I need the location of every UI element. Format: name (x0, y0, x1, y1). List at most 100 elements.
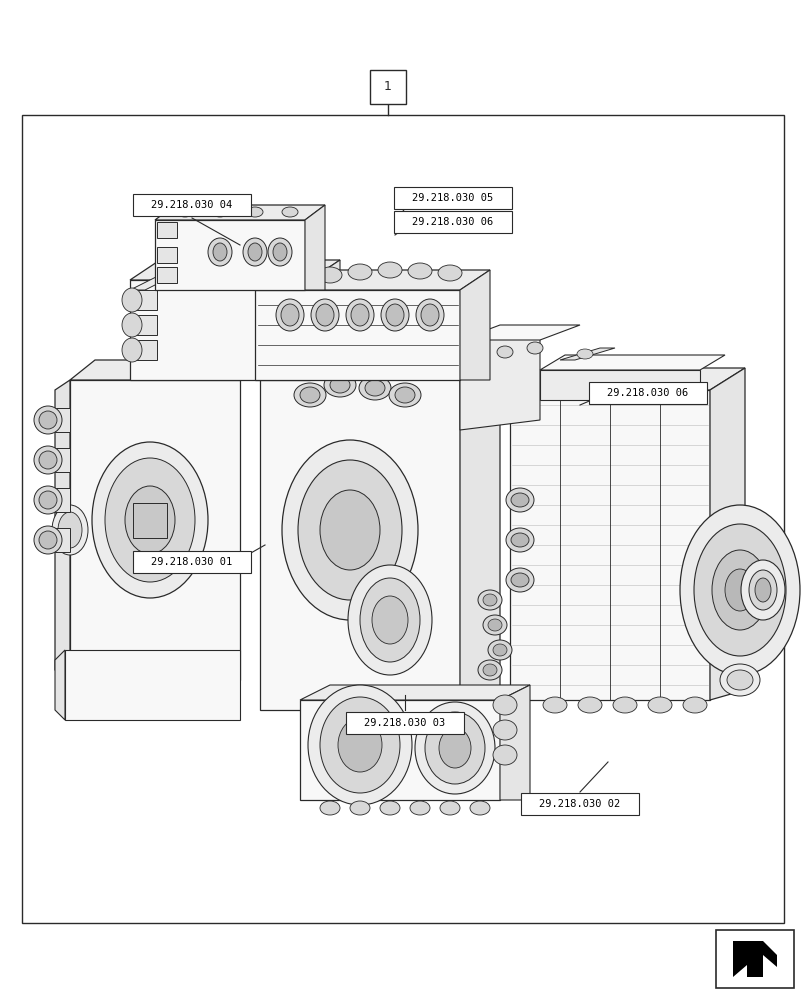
Ellipse shape (348, 565, 431, 675)
Ellipse shape (483, 615, 506, 635)
Ellipse shape (439, 728, 470, 768)
Ellipse shape (612, 697, 636, 713)
Bar (157, 267, 177, 283)
Ellipse shape (415, 299, 444, 331)
Polygon shape (460, 330, 539, 430)
Ellipse shape (212, 243, 227, 261)
Ellipse shape (492, 720, 517, 740)
Bar (22, 115, 783, 923)
Ellipse shape (470, 801, 489, 815)
Ellipse shape (410, 801, 430, 815)
Ellipse shape (693, 524, 785, 656)
Ellipse shape (510, 573, 528, 587)
Ellipse shape (483, 594, 496, 606)
Ellipse shape (647, 697, 672, 713)
Polygon shape (260, 345, 500, 370)
Text: 29.218.030 03: 29.218.030 03 (364, 718, 445, 728)
Polygon shape (130, 280, 310, 380)
Ellipse shape (394, 387, 414, 403)
Polygon shape (255, 290, 460, 380)
Text: 29.218.030 04: 29.218.030 04 (151, 200, 232, 210)
Polygon shape (305, 205, 324, 290)
Bar (133, 551, 251, 573)
Ellipse shape (466, 352, 483, 364)
Ellipse shape (724, 569, 754, 611)
Ellipse shape (726, 670, 752, 690)
Polygon shape (130, 275, 175, 290)
Text: 29.218.030 06: 29.218.030 06 (412, 217, 493, 227)
Ellipse shape (105, 458, 195, 582)
Ellipse shape (505, 528, 534, 552)
Ellipse shape (125, 486, 175, 554)
Bar (132, 315, 157, 335)
Ellipse shape (197, 263, 212, 273)
Polygon shape (255, 270, 489, 290)
Polygon shape (500, 685, 530, 800)
Ellipse shape (58, 512, 82, 548)
Ellipse shape (740, 560, 784, 620)
Bar (588, 382, 706, 404)
Ellipse shape (407, 263, 431, 279)
Ellipse shape (510, 493, 528, 507)
Ellipse shape (492, 695, 517, 715)
Ellipse shape (208, 238, 232, 266)
Ellipse shape (247, 243, 262, 261)
Polygon shape (460, 325, 579, 340)
Ellipse shape (350, 801, 370, 815)
Ellipse shape (420, 304, 439, 326)
Ellipse shape (268, 238, 292, 266)
Polygon shape (280, 260, 324, 275)
Polygon shape (460, 345, 500, 710)
Ellipse shape (242, 238, 267, 266)
Ellipse shape (299, 387, 320, 403)
Polygon shape (55, 528, 70, 552)
Ellipse shape (487, 640, 512, 660)
Ellipse shape (318, 267, 341, 283)
Polygon shape (299, 685, 530, 700)
Text: 29.218.030 06: 29.218.030 06 (607, 388, 688, 398)
Ellipse shape (39, 451, 57, 469)
Bar (133, 503, 167, 538)
Polygon shape (732, 941, 776, 977)
Ellipse shape (754, 578, 770, 602)
Ellipse shape (437, 265, 461, 281)
Ellipse shape (320, 490, 380, 570)
Ellipse shape (492, 745, 517, 765)
Ellipse shape (358, 376, 391, 400)
Ellipse shape (324, 373, 355, 397)
Bar (132, 290, 157, 310)
Ellipse shape (320, 801, 340, 815)
Ellipse shape (337, 718, 381, 772)
Polygon shape (70, 360, 264, 380)
Bar (370, 70, 406, 104)
Ellipse shape (267, 263, 283, 273)
Bar (157, 247, 177, 263)
Polygon shape (560, 348, 614, 360)
Ellipse shape (440, 801, 460, 815)
Ellipse shape (492, 644, 506, 656)
Polygon shape (65, 650, 240, 720)
Ellipse shape (487, 619, 501, 631)
Ellipse shape (365, 380, 384, 396)
Polygon shape (55, 448, 70, 472)
Ellipse shape (39, 411, 57, 429)
Bar (521, 793, 638, 815)
Ellipse shape (212, 207, 228, 217)
Ellipse shape (679, 505, 799, 675)
Bar (132, 340, 157, 360)
Ellipse shape (122, 313, 142, 337)
Ellipse shape (162, 263, 178, 273)
Ellipse shape (281, 304, 298, 326)
Ellipse shape (388, 383, 420, 407)
Ellipse shape (748, 570, 776, 610)
Ellipse shape (348, 264, 371, 280)
Ellipse shape (329, 377, 350, 393)
Polygon shape (55, 380, 70, 680)
Polygon shape (539, 355, 724, 370)
Polygon shape (70, 380, 240, 680)
Ellipse shape (380, 801, 400, 815)
Ellipse shape (281, 440, 418, 620)
Ellipse shape (39, 531, 57, 549)
Ellipse shape (526, 342, 543, 354)
Ellipse shape (414, 702, 495, 794)
